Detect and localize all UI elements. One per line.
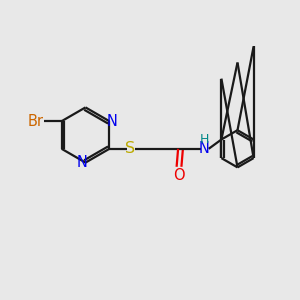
Text: N: N — [107, 114, 118, 129]
Text: S: S — [125, 141, 136, 156]
Text: H: H — [200, 133, 209, 146]
Text: Br: Br — [27, 114, 43, 129]
Text: O: O — [173, 168, 185, 183]
Text: N: N — [77, 155, 88, 170]
Text: N: N — [199, 141, 210, 156]
